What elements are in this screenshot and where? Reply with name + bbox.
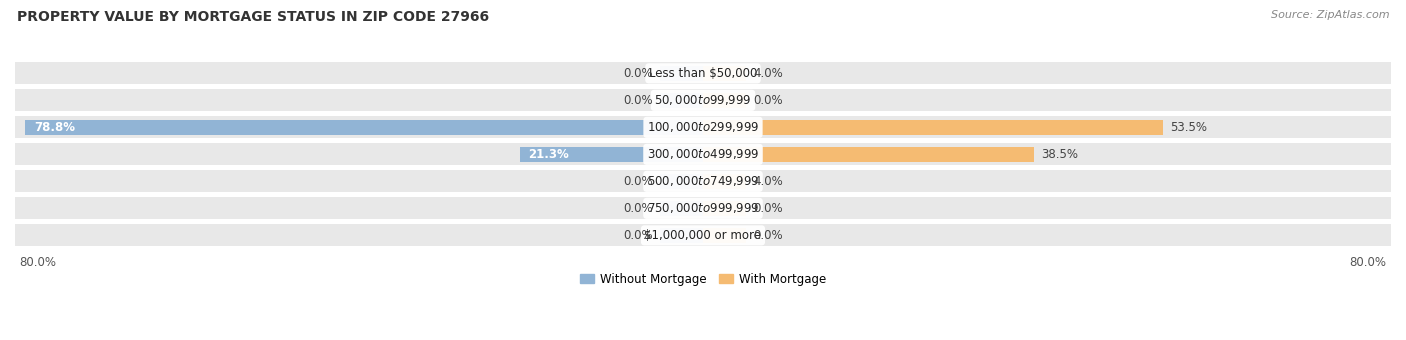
- Bar: [703, 120, 1163, 135]
- Bar: [703, 201, 747, 216]
- Bar: [15, 197, 1391, 219]
- Text: 0.0%: 0.0%: [623, 67, 654, 80]
- Text: PROPERTY VALUE BY MORTGAGE STATUS IN ZIP CODE 27966: PROPERTY VALUE BY MORTGAGE STATUS IN ZIP…: [17, 10, 489, 24]
- Text: $50,000 to $99,999: $50,000 to $99,999: [654, 94, 752, 107]
- Text: 0.0%: 0.0%: [623, 175, 654, 188]
- Text: $1,000,000 or more: $1,000,000 or more: [644, 229, 762, 242]
- Bar: [703, 228, 747, 243]
- Bar: [659, 201, 703, 216]
- Bar: [659, 93, 703, 108]
- Bar: [15, 116, 1391, 138]
- Text: 38.5%: 38.5%: [1040, 148, 1078, 161]
- Text: 53.5%: 53.5%: [1170, 121, 1206, 134]
- Text: 0.0%: 0.0%: [752, 229, 783, 242]
- Bar: [15, 143, 1391, 166]
- Bar: [15, 170, 1391, 192]
- Text: Less than $50,000: Less than $50,000: [648, 67, 758, 80]
- Text: 4.0%: 4.0%: [752, 175, 783, 188]
- Text: 0.0%: 0.0%: [623, 202, 654, 215]
- Bar: [703, 66, 747, 81]
- Bar: [659, 66, 703, 81]
- Text: 78.8%: 78.8%: [34, 121, 75, 134]
- Bar: [520, 147, 703, 162]
- Text: Source: ZipAtlas.com: Source: ZipAtlas.com: [1271, 10, 1389, 20]
- Bar: [659, 174, 703, 189]
- Bar: [15, 89, 1391, 112]
- Text: $500,000 to $749,999: $500,000 to $749,999: [647, 174, 759, 188]
- Bar: [703, 174, 747, 189]
- Text: 0.0%: 0.0%: [752, 202, 783, 215]
- Bar: [703, 147, 1033, 162]
- Legend: Without Mortgage, With Mortgage: Without Mortgage, With Mortgage: [575, 268, 831, 290]
- Text: 0.0%: 0.0%: [623, 94, 654, 107]
- Bar: [15, 62, 1391, 84]
- Text: $100,000 to $299,999: $100,000 to $299,999: [647, 120, 759, 134]
- Text: $750,000 to $999,999: $750,000 to $999,999: [647, 201, 759, 215]
- Text: 4.0%: 4.0%: [752, 67, 783, 80]
- Bar: [703, 93, 747, 108]
- Text: 0.0%: 0.0%: [623, 229, 654, 242]
- Text: 80.0%: 80.0%: [1350, 256, 1386, 269]
- Bar: [659, 228, 703, 243]
- Bar: [25, 120, 703, 135]
- Bar: [15, 224, 1391, 246]
- Text: $300,000 to $499,999: $300,000 to $499,999: [647, 147, 759, 162]
- Text: 0.0%: 0.0%: [752, 94, 783, 107]
- Text: 21.3%: 21.3%: [529, 148, 569, 161]
- Text: 80.0%: 80.0%: [20, 256, 56, 269]
